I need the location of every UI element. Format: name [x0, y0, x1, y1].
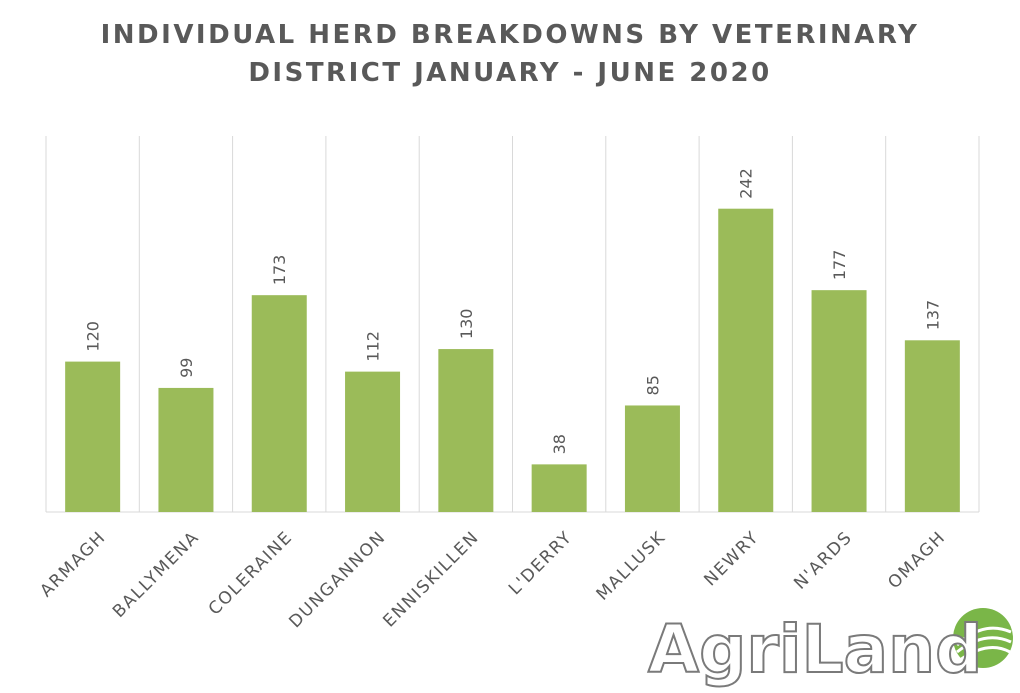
chart-title: INDIVIDUAL HERD BREAKDOWNS BY VETERINARY [101, 20, 920, 50]
x-tick-label: NEWRY [700, 527, 763, 590]
x-tick-label: ENNISKILLEN [379, 527, 483, 631]
bar [531, 464, 587, 512]
bar [158, 387, 214, 512]
x-tick-label: L'DERRY [505, 527, 577, 599]
bar [904, 340, 960, 512]
value-label: 173 [270, 255, 289, 286]
x-tick-label: DUNGANNON [285, 527, 390, 632]
bar [438, 349, 494, 512]
chart-subtitle: DISTRICT JANUARY - JUNE 2020 [248, 58, 771, 88]
bar [624, 405, 680, 512]
logo-lines [955, 626, 1012, 662]
x-tick-label: COLERAINE [205, 527, 297, 619]
x-tick-label: BALLYMENA [109, 527, 203, 621]
bar [65, 361, 121, 512]
value-label: 130 [457, 309, 476, 340]
x-tick-label: MALLUSK [593, 527, 670, 604]
bar [251, 295, 307, 512]
bar [718, 208, 774, 512]
bar [345, 371, 401, 512]
watermark: AgriLand [648, 611, 982, 688]
value-label: 242 [737, 168, 756, 199]
value-label: 99 [177, 358, 196, 378]
x-tick-label: ARMAGH [36, 527, 110, 601]
value-label: 137 [923, 300, 942, 331]
logo: AgriLand [647, 608, 1013, 689]
bar [811, 290, 867, 512]
value-label: 120 [84, 321, 103, 352]
value-label: 177 [830, 250, 849, 281]
x-tick-label: N'ARDS [790, 527, 856, 593]
value-label: 38 [550, 434, 569, 454]
x-tick-label: OMAGH [884, 527, 950, 593]
value-label: 112 [364, 331, 383, 362]
value-label: 85 [643, 375, 662, 395]
